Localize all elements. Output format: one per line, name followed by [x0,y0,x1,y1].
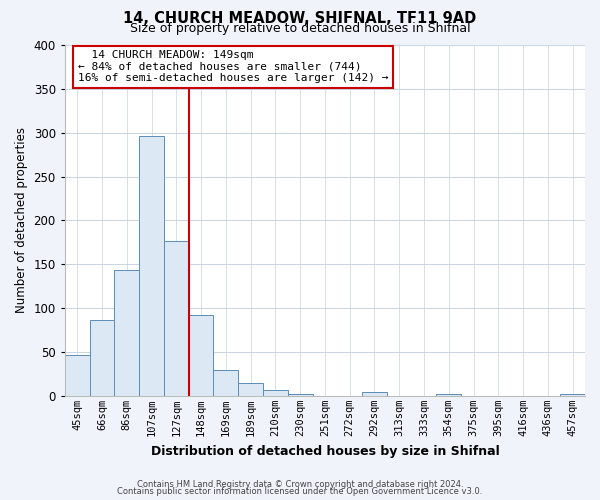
Bar [263,390,288,396]
X-axis label: Distribution of detached houses by size in Shifnal: Distribution of detached houses by size … [151,444,499,458]
Bar [164,242,188,396]
Text: 14 CHURCH MEADOW: 149sqm
← 84% of detached houses are smaller (744)
16% of semi-: 14 CHURCH MEADOW: 149sqm ← 84% of detach… [78,50,388,84]
Bar [188,315,214,396]
Bar [65,354,89,396]
Bar [436,394,461,396]
Bar [362,392,387,396]
Text: Contains HM Land Registry data © Crown copyright and database right 2024.: Contains HM Land Registry data © Crown c… [137,480,463,489]
Y-axis label: Number of detached properties: Number of detached properties [15,128,28,314]
Bar [288,394,313,396]
Bar [560,394,585,396]
Bar [115,270,139,396]
Bar [238,382,263,396]
Bar [214,370,238,396]
Text: Size of property relative to detached houses in Shifnal: Size of property relative to detached ho… [130,22,470,35]
Bar [139,136,164,396]
Text: 14, CHURCH MEADOW, SHIFNAL, TF11 9AD: 14, CHURCH MEADOW, SHIFNAL, TF11 9AD [124,11,476,26]
Bar [89,320,115,396]
Text: Contains public sector information licensed under the Open Government Licence v3: Contains public sector information licen… [118,487,482,496]
